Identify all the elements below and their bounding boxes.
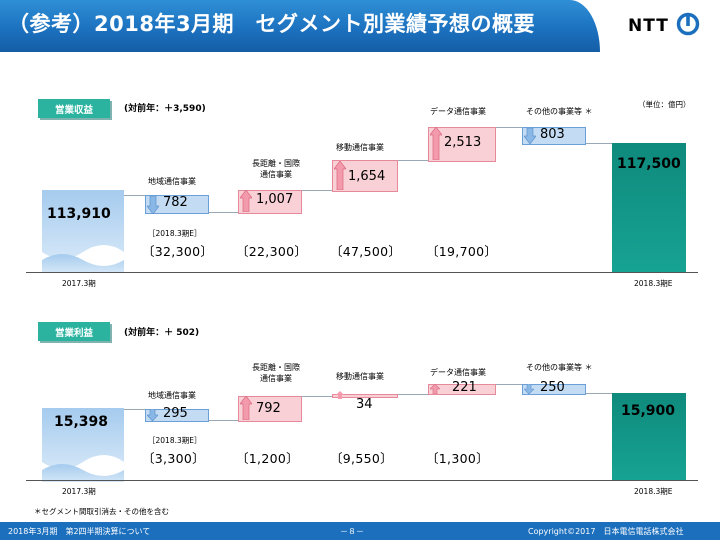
profit-seg-ld-forecast: 〔1,200〕	[236, 451, 299, 466]
profit-end-value: 15,900	[621, 403, 676, 419]
profit-seg-data-change: 221	[452, 380, 477, 395]
down-arrow-icon	[147, 196, 159, 214]
up-arrow-icon	[430, 127, 442, 160]
connector	[494, 127, 522, 128]
profit-seg-local-change: 295	[163, 406, 188, 421]
profit-seg-data-bar	[428, 384, 496, 395]
profit-seg-local-forecast: 〔3,300〕	[142, 451, 205, 466]
revenue-seg-ld-name-line2: 通信事業	[260, 170, 292, 179]
up-arrow-icon	[430, 384, 440, 394]
revenue-start-bar	[42, 190, 124, 272]
connector	[124, 195, 146, 196]
down-arrow-icon	[524, 384, 534, 394]
profit-seg-mobile-bar	[332, 394, 398, 398]
revenue-start-label: 2017.3期	[62, 279, 96, 288]
revenue-seg-local-forecast: 〔32,300〕	[142, 244, 214, 259]
page-number: －８－	[340, 527, 364, 536]
profit-start-bar	[42, 408, 124, 482]
header-band	[0, 0, 600, 52]
profit-yoy: (対前年：＋ 502)	[124, 328, 200, 338]
profit-start-value: 15,398	[54, 414, 109, 430]
revenue-seg-local-change: 782	[163, 195, 188, 210]
ntt-logo-text: NTT	[628, 16, 669, 36]
connector	[586, 393, 612, 394]
connector	[124, 409, 146, 410]
connector	[208, 212, 238, 213]
revenue-seg-data-change: 2,513	[444, 135, 482, 150]
profit-seg-mobile-change: 34	[356, 397, 373, 412]
revenue-forecast-note: ［2018.3期E］	[148, 229, 202, 238]
profit-seg-other-change: 250	[540, 380, 565, 395]
profit-seg-mobile-name: 移動通信事業	[336, 372, 384, 381]
revenue-end-label: 2018.3期E	[634, 279, 673, 288]
revenue-seg-ld-change: 1,007	[256, 192, 294, 207]
revenue-baseline	[26, 272, 698, 273]
up-arrow-icon	[240, 190, 252, 212]
revenue-seg-mobile-change: 1,654	[348, 169, 386, 184]
profit-seg-data-name: データ通信事業	[430, 368, 486, 377]
revenue-start-value: 113,910	[47, 206, 111, 222]
profit-seg-other-name: その他の事業等 ＊	[526, 363, 593, 372]
revenue-seg-ld-forecast: 〔22,300〕	[236, 244, 308, 259]
ntt-logo-icon	[676, 12, 700, 36]
profit-seg-local-name: 地域通信事業	[148, 391, 196, 400]
connector	[208, 420, 238, 421]
revenue-seg-local-bar	[145, 195, 209, 214]
connector	[398, 160, 428, 161]
revenue-seg-mobile-forecast: 〔47,500〕	[330, 244, 402, 259]
up-arrow-icon	[336, 391, 344, 399]
revenue-seg-mobile-name: 移動通信事業	[336, 143, 384, 152]
connector	[302, 190, 332, 191]
revenue-seg-ld-name: 長距離・国際 通信事業	[246, 158, 306, 180]
up-arrow-icon	[240, 396, 252, 420]
footer: 2018年3月期 第2四半期決算について －８－ Copyright©2017 …	[0, 522, 720, 540]
profit-start-label: 2017.3期	[62, 487, 96, 496]
page-title: （参考）2018年3月期 セグメント別業績予想の概要	[8, 12, 536, 36]
profit-seg-data-forecast: 〔1,300〕	[426, 451, 489, 466]
revenue-seg-other-change: 803	[540, 127, 565, 142]
profit-end-label: 2018.3期E	[634, 487, 673, 496]
down-arrow-icon	[524, 128, 536, 144]
revenue-seg-other-bar	[522, 127, 586, 145]
footnote: ＊セグメント間取引消去・その他を含む	[34, 507, 169, 516]
connector	[302, 396, 332, 397]
revenue-seg-ld-name-line1: 長距離・国際	[252, 159, 300, 168]
profit-tag: 営業利益	[38, 322, 110, 341]
profit-seg-ld-change: 792	[256, 401, 281, 416]
connector	[494, 384, 522, 385]
footer-left: 2018年3月期 第2四半期決算について	[8, 527, 151, 536]
footer-copyright: Copyright©2017 日本電信電話株式会社	[528, 527, 684, 536]
revenue-seg-data-name: データ通信事業	[430, 107, 486, 116]
revenue-seg-local-name: 地域通信事業	[148, 177, 196, 186]
revenue-tag: 営業収益	[38, 99, 110, 118]
connector	[398, 394, 428, 395]
profit-baseline	[26, 480, 698, 481]
down-arrow-icon	[147, 409, 158, 421]
connector	[586, 143, 612, 144]
revenue-end-value: 117,500	[617, 156, 681, 172]
revenue-seg-other-name: その他の事業等 ＊	[526, 107, 593, 116]
profit-forecast-note: ［2018.3期E］	[148, 436, 202, 445]
profit-seg-ld-name-line2: 通信事業	[260, 374, 292, 383]
up-arrow-icon	[334, 161, 346, 190]
profit-seg-local-bar	[145, 409, 209, 422]
profit-seg-other-bar	[522, 384, 586, 395]
revenue-yoy: (対前年：＋3,590)	[124, 104, 206, 114]
unit-label: （単位：億円）	[638, 100, 691, 109]
profit-seg-ld-name: 長距離・国際 通信事業	[246, 362, 306, 384]
profit-seg-ld-name-line1: 長距離・国際	[252, 363, 300, 372]
profit-seg-mobile-forecast: 〔9,550〕	[330, 451, 393, 466]
revenue-end-bar	[612, 143, 686, 272]
revenue-seg-data-forecast: 〔19,700〕	[426, 244, 498, 259]
profit-end-bar	[612, 393, 686, 480]
header: （参考）2018年3月期 セグメント別業績予想の概要 NTT	[0, 0, 720, 52]
